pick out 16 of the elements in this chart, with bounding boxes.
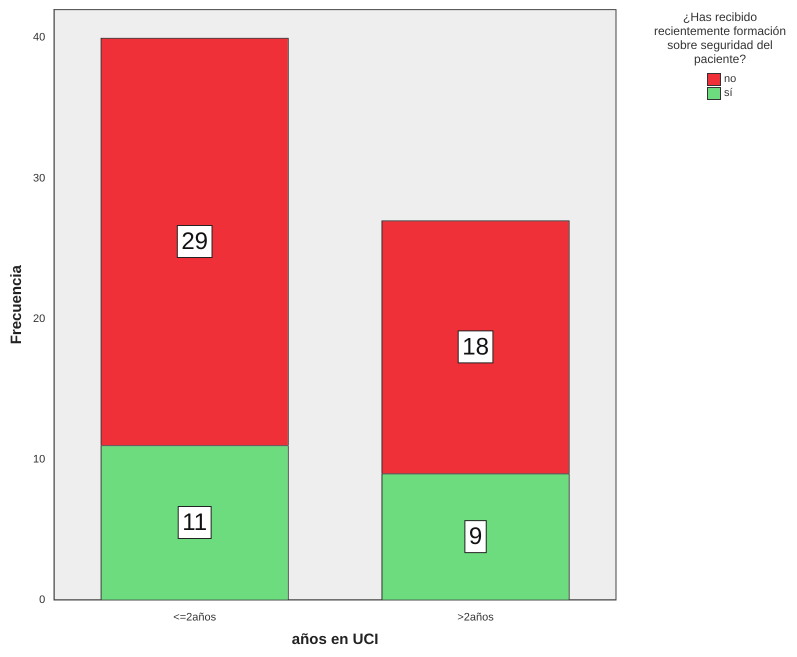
y-tick-label: 30 [32, 172, 46, 184]
y-tick-label: 40 [32, 32, 46, 44]
legend-label: sí [724, 87, 733, 99]
y-tick-label: 0 [39, 594, 46, 606]
legend-title: ¿Has recibido recientemente formación sobre seguridad del paciente? [652, 10, 788, 66]
y-tick-label: 20 [32, 312, 46, 325]
data-label: 29 [181, 228, 208, 256]
x-tick-label: <=2años [173, 611, 217, 624]
data-label: 18 [462, 333, 489, 360]
legend-label: no [724, 73, 736, 85]
y-tick-label: 10 [32, 453, 46, 466]
x-axis-title: años en UCI [292, 631, 378, 648]
data-label: 9 [468, 523, 482, 550]
y-axis-title: Frecuencia [8, 264, 26, 344]
x-tick-label: >2años [457, 611, 494, 624]
data-label: 11 [182, 509, 208, 536]
